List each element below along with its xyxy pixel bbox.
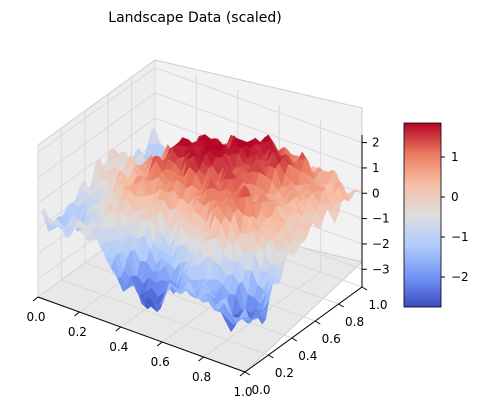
x-tick-label: 0.8: [192, 370, 211, 384]
colorbar-tick-label: −2: [451, 270, 469, 284]
y-axis-ticks: 0.0 0.2 0.4 0.6 0.8 1.0: [244, 286, 388, 397]
grid-line: [37, 67, 363, 154]
z-tick-label: 1: [372, 161, 380, 175]
y-tick-mark: [314, 320, 321, 325]
z-tick-label: −3: [372, 262, 390, 276]
y-tick-label: 1.0: [368, 298, 387, 312]
y-tick-mark: [338, 303, 344, 308]
x-tick-mark: [74, 311, 80, 317]
grid-line: [37, 92, 363, 179]
z-tick-label: 0: [372, 186, 380, 200]
y-tick-label: 0.0: [251, 383, 270, 397]
y-tick-mark: [244, 371, 251, 376]
y-axis-line: [244, 286, 363, 373]
x-axis-line: [37, 296, 246, 373]
x-tick-mark: [198, 356, 204, 362]
x-tick-label: 0.0: [26, 310, 45, 324]
x-axis-ticks: 0.0 0.2 0.4 0.6 0.8 1.0: [26, 296, 253, 399]
y-tick-label: 0.8: [345, 315, 364, 329]
y-tick-label: 0.4: [298, 349, 317, 363]
z-tick-label: −1: [372, 212, 390, 226]
colorbar: 1 0 −1 −2: [403, 122, 469, 308]
grid-line: [61, 279, 269, 356]
z-tick-label: 2: [372, 136, 380, 150]
chart-title: Landscape Data (scaled): [108, 10, 281, 26]
x-tick-label: 0.4: [109, 340, 128, 354]
x-tick-mark: [239, 371, 246, 377]
colorbar-tick-label: 0: [451, 190, 459, 204]
x-tick-mark: [115, 326, 122, 332]
y-tick-mark: [291, 337, 298, 342]
colorbar-gradient: [403, 122, 442, 308]
axes-3d: 0.0 0.2 0.4 0.6 0.8 1.0 0.0 0.2 0.4 0.6 0.8 1.0 −3…: [26, 59, 390, 399]
surface-patch: [238, 307, 249, 319]
axis-lines: [37, 135, 363, 373]
x-tick-label: 0.6: [151, 355, 170, 369]
colorbar-ticks: 1 0 −1 −2: [441, 150, 469, 284]
surface: [37, 128, 363, 333]
x-tick-mark: [32, 296, 39, 302]
x-tick-label: 1.0: [233, 385, 252, 399]
colorbar-tick-label: 1: [451, 150, 459, 164]
x-tick-label: 0.2: [68, 325, 87, 339]
y-tick-mark: [361, 286, 368, 291]
x-tick-mark: [156, 341, 163, 347]
colorbar-tick-label: −1: [451, 230, 469, 244]
y-tick-mark: [268, 354, 274, 359]
y-tick-label: 0.2: [275, 366, 294, 380]
z-axis-ticks: −3 −2 −1 0 1 2: [362, 136, 390, 276]
y-tick-label: 0.6: [322, 332, 341, 346]
z-tick-label: −2: [372, 237, 390, 251]
